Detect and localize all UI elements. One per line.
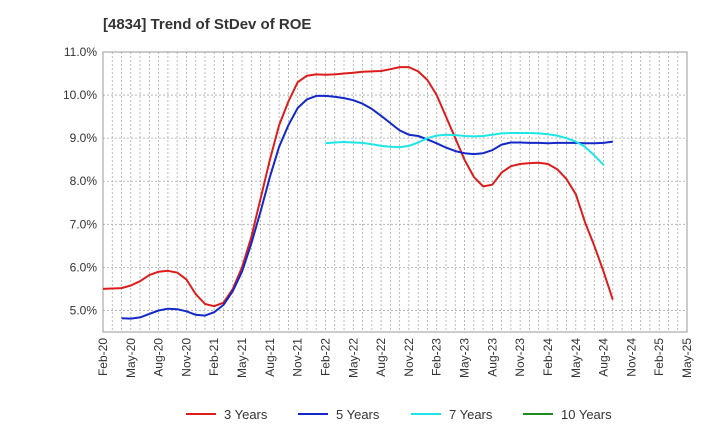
x-tick-label: Aug-23 — [485, 338, 499, 377]
y-tick-label: 5.0% — [70, 303, 98, 317]
series-line-7-years — [325, 132, 605, 166]
x-tick-label: Nov-22 — [402, 338, 416, 377]
x-tick-label: May-20 — [124, 338, 138, 378]
legend-label: 10 Years — [561, 407, 612, 422]
x-tick-label: May-22 — [346, 338, 360, 378]
plot-area — [102, 51, 688, 333]
x-tick-label: Aug-24 — [597, 338, 611, 377]
y-tick-label: 11.0% — [64, 45, 97, 59]
y-tick-label: 7.0% — [70, 217, 98, 231]
x-tick-label: Feb-24 — [541, 338, 555, 376]
x-tick-label: Feb-23 — [430, 338, 444, 376]
x-tick-label: Feb-20 — [96, 338, 110, 376]
series-line-3-years — [102, 66, 614, 308]
x-tick-label: Aug-20 — [152, 338, 166, 377]
x-tick-label: Nov-20 — [179, 338, 193, 377]
grid — [102, 51, 688, 332]
y-tick-label: 9.0% — [70, 131, 98, 145]
x-tick-label: May-23 — [458, 338, 472, 378]
legend: 3 Years 5 Years 7 Years 10 Years — [186, 407, 612, 422]
y-tick-label: 6.0% — [70, 260, 98, 274]
x-tick-label: Nov-21 — [291, 338, 305, 377]
y-tick-label: 8.0% — [70, 174, 98, 188]
x-tick-label: Feb-25 — [652, 338, 666, 376]
legend-label: 7 Years — [449, 407, 493, 422]
x-tick-label: May-25 — [680, 338, 694, 378]
x-tick-label: May-24 — [569, 338, 583, 378]
legend-label: 3 Years — [224, 407, 268, 422]
x-tick-label: Aug-21 — [263, 338, 277, 377]
y-tick-label: 10.0% — [63, 88, 97, 102]
series-line-5-years — [121, 94, 613, 320]
chart-title: [4834] Trend of StDev of ROE — [103, 16, 311, 33]
x-tick-label: Feb-21 — [207, 338, 221, 376]
x-tick-label: Aug-22 — [374, 338, 388, 377]
x-tick-label: May-21 — [235, 338, 249, 378]
x-axis: Feb-20 May-20 Aug-20 Nov-20 Feb-21 May-21 Aug-… — [96, 338, 694, 378]
x-tick-label: Nov-24 — [624, 338, 638, 377]
legend-label: 5 Years — [336, 407, 380, 422]
series-lines — [102, 66, 614, 320]
x-tick-label: Feb-22 — [318, 338, 332, 376]
x-tick-label: Nov-23 — [513, 338, 527, 377]
y-axis: 5.0% 6.0% 7.0% 8.0% 9.0% 10.0% 11.0% — [63, 45, 97, 317]
